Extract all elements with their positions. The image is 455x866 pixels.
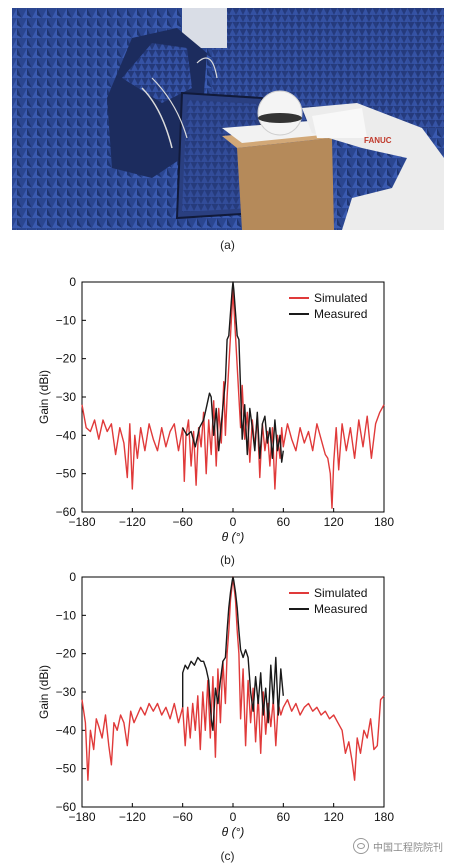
x-tick-label: −60 bbox=[172, 515, 193, 529]
y-tick-label: −10 bbox=[56, 608, 77, 622]
series-line-measured bbox=[182, 281, 284, 463]
x-tick-label: 0 bbox=[230, 515, 237, 529]
cardboard-box bbox=[237, 138, 334, 230]
y-tick-label: 0 bbox=[69, 570, 76, 584]
y-tick-label: −60 bbox=[56, 505, 77, 519]
x-tick-label: 120 bbox=[324, 515, 344, 529]
y-tick-label: −40 bbox=[56, 428, 77, 442]
x-tick-label: 60 bbox=[277, 515, 291, 529]
x-tick-label: −180 bbox=[68, 810, 95, 824]
legend-label: Measured bbox=[314, 602, 367, 616]
x-tick-label: 120 bbox=[324, 810, 344, 824]
y-tick-label: −30 bbox=[56, 390, 77, 404]
x-tick-label: 60 bbox=[277, 810, 291, 824]
x-axis-label: θ (°) bbox=[222, 825, 245, 839]
y-tick-label: −30 bbox=[56, 685, 77, 699]
gain-chart-b: −180 −120 −60 0 60 120 180 0 −10 −20 −30 −40 −50 −60 θ… bbox=[37, 275, 394, 544]
y-axis-label: Gain (dBi) bbox=[37, 665, 51, 719]
watermark-text: 中国工程院院刊 bbox=[373, 842, 443, 854]
x-tick-label: 180 bbox=[374, 515, 394, 529]
series-line-measured bbox=[181, 576, 284, 732]
watermark: 中国工程院院刊 bbox=[353, 838, 443, 854]
y-tick-label: −60 bbox=[56, 800, 77, 814]
y-tick-label: −20 bbox=[56, 647, 77, 661]
x-tick-label: −120 bbox=[119, 810, 146, 824]
panel-c-caption: (c) bbox=[220, 849, 235, 863]
gain-chart-c: −180 −120 −60 0 60 120 180 0 −10 −20 −30 −40 −50 −60 θ… bbox=[37, 570, 394, 839]
y-tick-label: −40 bbox=[56, 723, 77, 737]
y-tick-label: 0 bbox=[69, 275, 76, 289]
x-tick-label: −180 bbox=[68, 515, 95, 529]
y-axis-label: Gain (dBi) bbox=[37, 370, 51, 424]
panel-a-caption: (a) bbox=[220, 238, 235, 252]
legend-label: Simulated bbox=[314, 586, 367, 600]
x-tick-label: 0 bbox=[230, 810, 237, 824]
x-tick-label: −60 bbox=[172, 810, 193, 824]
wechat-logo-icon bbox=[353, 838, 369, 854]
y-tick-label: −10 bbox=[56, 313, 77, 327]
y-tick-label: −50 bbox=[56, 467, 77, 481]
y-tick-label: −20 bbox=[56, 352, 77, 366]
x-tick-label: 180 bbox=[374, 810, 394, 824]
robot-brand-label: FANUC bbox=[364, 136, 392, 145]
measurement-setup-photo: FANUC bbox=[12, 8, 444, 230]
x-tick-label: −120 bbox=[119, 515, 146, 529]
y-tick-label: −50 bbox=[56, 762, 77, 776]
legend-label: Simulated bbox=[314, 291, 367, 305]
series-line-simulated bbox=[81, 289, 385, 509]
legend-label: Measured bbox=[314, 307, 367, 321]
x-axis-label: θ (°) bbox=[222, 530, 245, 544]
anechoic-chamber-illustration: FANUC bbox=[12, 8, 444, 230]
panel-b-caption: (b) bbox=[220, 553, 235, 567]
